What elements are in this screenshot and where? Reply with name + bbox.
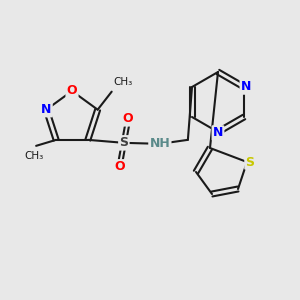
Text: CH₃: CH₃ bbox=[25, 151, 44, 161]
Text: NH: NH bbox=[149, 137, 170, 150]
Text: O: O bbox=[67, 85, 77, 98]
Text: N: N bbox=[241, 80, 251, 94]
Text: N: N bbox=[213, 127, 223, 140]
Text: S: S bbox=[245, 155, 254, 169]
Text: N: N bbox=[41, 103, 52, 116]
Text: S: S bbox=[119, 136, 128, 149]
Text: CH₃: CH₃ bbox=[114, 77, 133, 87]
Text: O: O bbox=[115, 160, 125, 173]
Text: O: O bbox=[123, 112, 133, 125]
